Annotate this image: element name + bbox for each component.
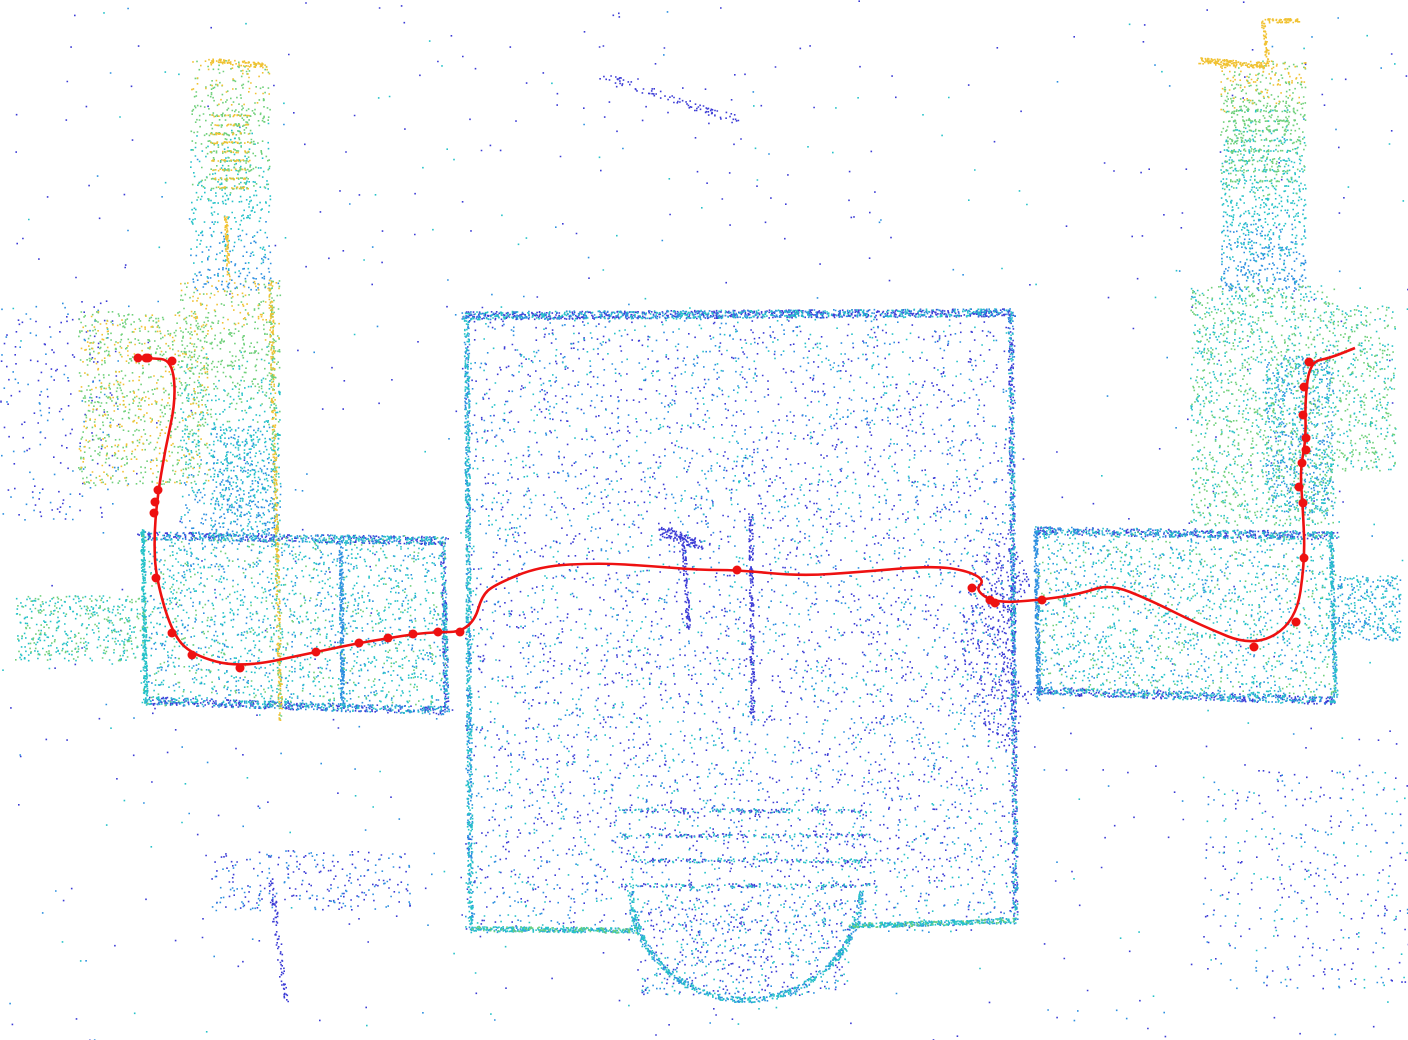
trajectory-waypoint bbox=[187, 650, 197, 660]
trajectory-waypoint bbox=[1298, 410, 1308, 420]
point-cloud-points bbox=[2, 12, 1408, 1033]
trajectory-waypoint bbox=[149, 508, 159, 518]
trajectory-waypoint bbox=[408, 629, 418, 639]
trajectory-layer bbox=[133, 346, 1356, 673]
trajectory-waypoint bbox=[455, 627, 465, 637]
trajectory-waypoint bbox=[151, 573, 161, 583]
trajectory-waypoint bbox=[133, 353, 143, 363]
trajectory-waypoint bbox=[433, 627, 443, 637]
trajectory-waypoint bbox=[1294, 482, 1304, 492]
trajectory-waypoint bbox=[1299, 553, 1309, 563]
trajectory-waypoint bbox=[383, 633, 393, 643]
trajectory-waypoint bbox=[150, 497, 160, 507]
point-cloud-points bbox=[78, 18, 1307, 721]
trajectory-waypoint bbox=[1297, 458, 1307, 468]
trajectory-waypoint bbox=[732, 565, 742, 575]
trajectory-waypoint bbox=[311, 647, 321, 657]
trajectory-waypoint bbox=[153, 485, 163, 495]
trajectory-waypoint bbox=[1299, 382, 1309, 392]
trajectory-path bbox=[137, 346, 1356, 666]
trajectory-waypoint bbox=[985, 595, 995, 605]
trajectory-waypoint bbox=[1037, 595, 1047, 605]
trajectory-waypoint bbox=[1301, 433, 1311, 443]
trajectory-waypoint bbox=[167, 356, 177, 366]
point-cloud-points bbox=[15, 60, 1396, 934]
trajectory-waypoint bbox=[354, 638, 364, 648]
trajectory-waypoint bbox=[1291, 617, 1301, 627]
trajectory-waypoint bbox=[1298, 498, 1308, 508]
trajectory-waypoint bbox=[967, 583, 977, 593]
trajectory-waypoint bbox=[1249, 642, 1259, 652]
trajectory-waypoint bbox=[167, 628, 177, 638]
trajectory-waypoint bbox=[235, 663, 245, 673]
trajectory-waypoint bbox=[1301, 445, 1311, 455]
point-cloud-points bbox=[1, 7, 1408, 1040]
trajectory-waypoint bbox=[141, 353, 151, 363]
trajectory-waypoint bbox=[1304, 357, 1314, 367]
